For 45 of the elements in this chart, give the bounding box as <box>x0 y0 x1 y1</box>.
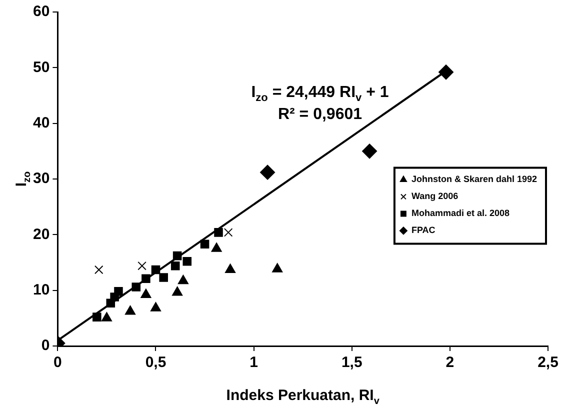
x-tick-label: 0,5 <box>145 354 166 372</box>
point <box>260 164 276 180</box>
point <box>224 228 233 237</box>
y-tick-label: 0 <box>41 337 50 354</box>
point <box>142 274 150 284</box>
point <box>92 312 102 322</box>
y-tick-label: 10 <box>32 281 50 298</box>
x-tick-label: 2,5 <box>538 354 558 372</box>
y-tick-label: 50 <box>32 58 50 76</box>
point <box>170 261 180 270</box>
y-tick-label: 60 <box>32 3 50 20</box>
point <box>438 64 454 80</box>
point <box>225 264 236 273</box>
point <box>101 312 112 322</box>
y-tick-label: 20 <box>32 226 50 243</box>
point <box>151 265 160 274</box>
y-tick-label: 40 <box>32 114 50 132</box>
point <box>138 261 146 270</box>
legend-label: Mohammadi et al. 2008 <box>411 208 510 218</box>
legend-label: Wang 2006 <box>411 191 458 202</box>
point <box>172 286 183 296</box>
point <box>124 305 136 315</box>
legend-label: Johnston & Skaren dahl 1992 <box>411 174 538 184</box>
x-tick-label: 2 <box>446 354 454 372</box>
point <box>211 242 222 252</box>
x-tick-label: 1 <box>250 354 258 372</box>
x-tick-label: 1,5 <box>341 354 362 372</box>
y-axis-title: Izo <box>13 171 33 187</box>
point <box>159 273 168 282</box>
point <box>94 265 104 274</box>
point <box>114 287 123 296</box>
point <box>182 257 192 266</box>
y-tick-label: 30 <box>32 170 50 188</box>
x-tick-label: 0 <box>54 354 62 372</box>
point <box>172 251 182 260</box>
legend-label: FPAC <box>411 225 436 236</box>
annotation: R² = 0,9601 <box>278 106 362 123</box>
point <box>178 274 188 284</box>
point <box>150 302 162 312</box>
point <box>362 144 378 159</box>
point <box>214 228 223 237</box>
point <box>272 263 283 272</box>
point <box>140 288 152 298</box>
point <box>200 240 210 249</box>
point <box>132 282 141 292</box>
